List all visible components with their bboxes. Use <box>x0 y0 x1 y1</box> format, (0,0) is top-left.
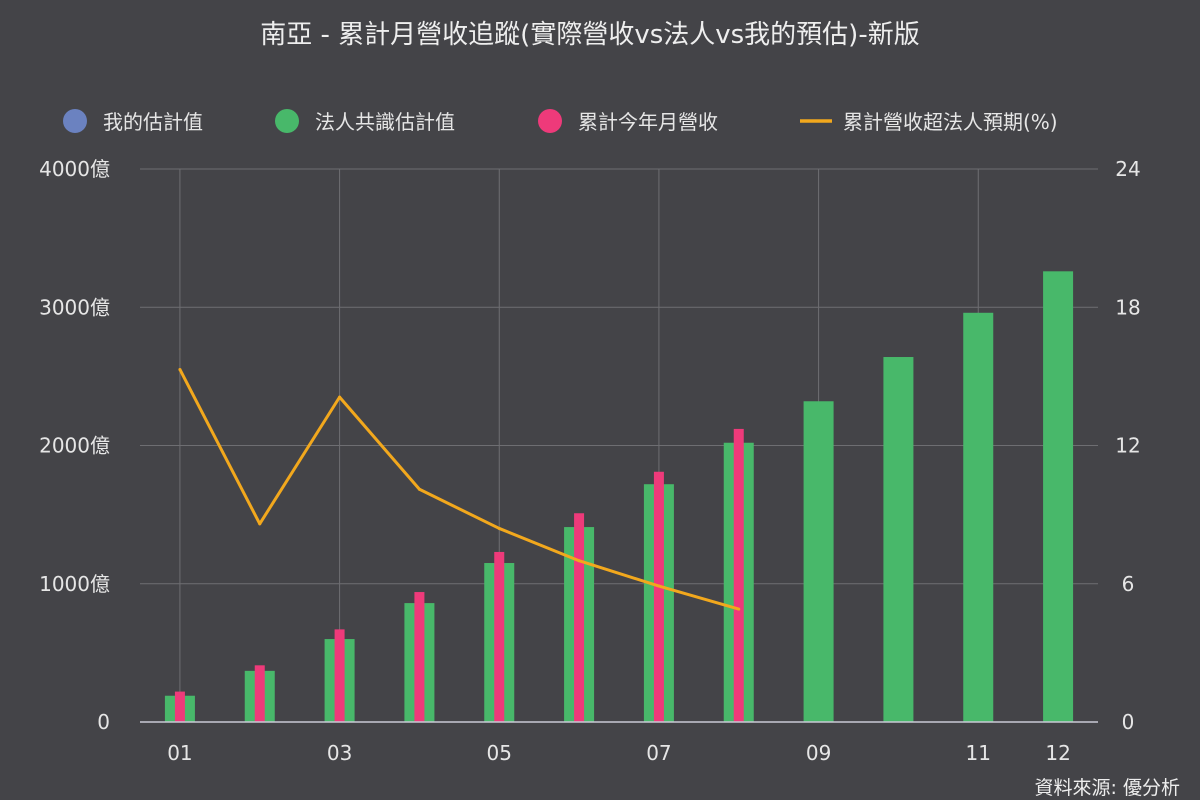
line-excess-pct <box>178 368 740 611</box>
bar-actual <box>653 471 664 722</box>
legend-label: 累計營收超法人預期(%) <box>843 110 1058 134</box>
bar-actual <box>494 551 505 722</box>
line-point <box>737 607 741 611</box>
line-point <box>338 395 342 399</box>
legend-marker <box>63 109 87 133</box>
bar-actual <box>254 665 265 722</box>
legend-marker <box>538 109 562 133</box>
y-left-tick-label: 3000億 <box>39 295 110 319</box>
line-series <box>178 367 741 611</box>
y-left-tick-label: 0 <box>97 710 110 734</box>
y-right-tick-label: 6 <box>1122 572 1135 596</box>
legend: 我的估計值 法人共識估計值 累計今年月營收 累計營收超法人預期(%) <box>63 109 1058 134</box>
bar-consensus <box>883 357 914 722</box>
line-point <box>178 367 182 371</box>
y-right-tick-label: 18 <box>1115 295 1140 319</box>
bars <box>164 271 1074 722</box>
line-point <box>417 487 421 491</box>
y-left-tick-label: 1000億 <box>39 572 110 596</box>
bar-actual <box>174 691 185 722</box>
line-point <box>258 522 262 526</box>
bar-actual <box>574 513 585 722</box>
x-tick-label: 11 <box>966 741 991 765</box>
legend-label: 累計今年月營收 <box>578 110 718 134</box>
y-left-tick-label: 2000億 <box>39 434 110 458</box>
legend-marker <box>275 109 299 133</box>
x-tick-label: 09 <box>806 741 831 765</box>
line-point <box>497 526 501 530</box>
bar-actual <box>334 629 345 722</box>
y-right-tick-label: 0 <box>1122 710 1135 734</box>
bar-actual <box>414 592 425 722</box>
x-tick-label: 03 <box>327 741 352 765</box>
x-tick-label: 05 <box>487 741 512 765</box>
chart-title: 南亞 - 累計月營收追蹤(實際營收vs法人vs我的預估)-新版 <box>260 20 919 50</box>
source-note: 資料來源: 優分析 <box>1035 777 1180 799</box>
bar-consensus <box>963 312 994 722</box>
x-tick-label: 12 <box>1045 741 1070 765</box>
bar-consensus <box>1043 271 1074 722</box>
line-point <box>577 559 581 563</box>
legend-label: 我的估計值 <box>103 110 203 134</box>
x-tick-label: 01 <box>167 741 192 765</box>
y-right-tick-label: 24 <box>1115 157 1140 181</box>
y-right-tick-label: 12 <box>1115 434 1140 458</box>
line-point <box>657 584 661 588</box>
legend-label: 法人共識估計值 <box>315 110 455 134</box>
axes: 0 0 1000億 6 2000億 12 3000億 18 4000億 24 01 03 05 07 09 1… <box>39 157 1141 765</box>
grid <box>140 168 1098 722</box>
x-tick-label: 07 <box>646 741 671 765</box>
bar-actual <box>733 428 744 722</box>
bar-consensus <box>803 401 834 722</box>
y-left-tick-label: 4000億 <box>39 157 110 181</box>
